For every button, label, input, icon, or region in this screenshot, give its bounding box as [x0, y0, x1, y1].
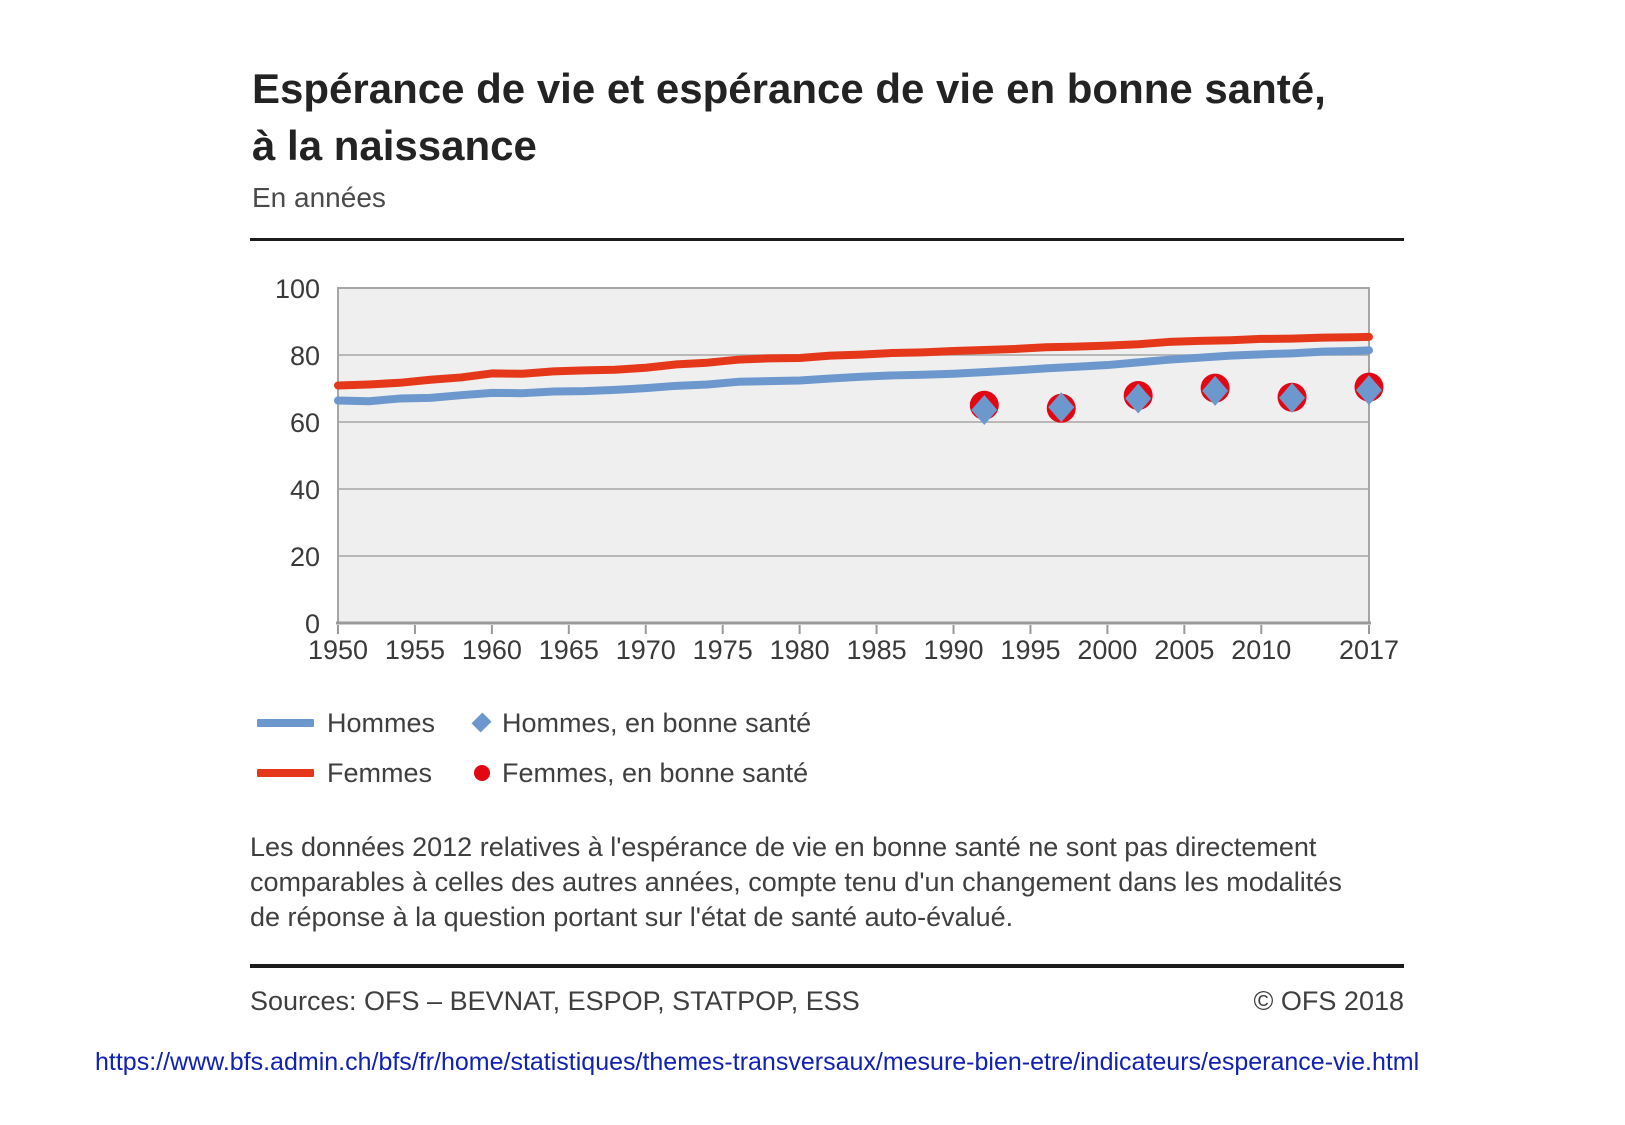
y-axis-label-20: 20 [290, 542, 320, 572]
marker-hommes-sante-2012 [1279, 382, 1306, 413]
footnote-line2: comparables à celles des autres années, … [250, 867, 1342, 897]
chart-title-line1: Espérance de vie et espérance de vie en … [252, 65, 1326, 112]
femmes-circle-icon [470, 761, 494, 785]
y-axis-label-0: 0 [305, 609, 320, 639]
y-axis-label-60: 60 [290, 408, 320, 438]
x-axis-label-1955: 1955 [385, 635, 445, 665]
legend-item-hommes-sante: Hommes, en bonne santé [470, 703, 811, 743]
femmes-line-swatch [257, 769, 314, 777]
copyright-text: © OFS 2018 [1253, 986, 1404, 1016]
x-axis-label-1985: 1985 [847, 635, 907, 665]
hommes-diamond-icon [470, 711, 494, 735]
chart-subtitle: En années [252, 182, 386, 213]
x-axis-label-1990: 1990 [923, 635, 983, 665]
x-axis-label-1980: 1980 [770, 635, 830, 665]
y-axis-label-80: 80 [290, 341, 320, 371]
legend-item-hommes: Hommes [257, 703, 435, 743]
marker-hommes-sante-1997 [1048, 392, 1075, 423]
legend-label-femmes-sante: Femmes, en bonne santé [502, 757, 809, 788]
y-axis-label-40: 40 [290, 475, 320, 505]
source-url-link[interactable]: https://www.bfs.admin.ch/bfs/fr/home/sta… [95, 1048, 1420, 1076]
legend-item-femmes-sante: Femmes, en bonne santé [470, 753, 808, 793]
top-rule [250, 238, 1404, 241]
legend-item-femmes: Femmes [257, 753, 432, 793]
chart-title-line2: à la naissance [252, 122, 537, 169]
sources-text: Sources: OFS – BEVNAT, ESPOP, STATPOP, E… [250, 986, 860, 1016]
legend-label-femmes: Femmes [327, 757, 433, 788]
line-chart: 0 20 40 60 80 100 1950 1955 1960 1965 1970 1975 1980… [275, 274, 1399, 665]
x-axis-label-1975: 1975 [693, 635, 753, 665]
marker-hommes-sante-2002 [1125, 383, 1152, 414]
hommes-line-swatch [257, 719, 314, 727]
x-axis-label-2005: 2005 [1154, 635, 1214, 665]
marker-hommes-sante-1992 [971, 394, 998, 425]
series-line-femmes [334, 332, 1373, 390]
x-axis-label-1950: 1950 [308, 635, 368, 665]
footnote-line3: de réponse à la question portant sur l'é… [250, 902, 1014, 932]
chart-title: Espérance de vie et espérance de vie en … [252, 60, 1392, 174]
legend-label-hommes-sante: Hommes, en bonne santé [502, 707, 812, 738]
footnote: Les données 2012 relatives à l'espérance… [250, 830, 1360, 935]
marker-hommes-sante-2007 [1202, 375, 1229, 406]
y-axis-label-100: 100 [275, 274, 320, 304]
marker-hommes-sante-2017 [1356, 375, 1382, 406]
x-axis-label-1965: 1965 [539, 635, 599, 665]
bottom-rule [250, 964, 1404, 968]
footnote-line1: Les données 2012 relatives à l'espérance… [250, 832, 1317, 862]
x-axis-label-1970: 1970 [616, 635, 676, 665]
x-axis-label-1960: 1960 [462, 635, 522, 665]
series-line-hommes [334, 346, 1373, 406]
x-axis-label-1995: 1995 [1000, 635, 1060, 665]
legend-label-hommes: Hommes [327, 707, 436, 738]
x-axis-label-2010: 2010 [1231, 635, 1291, 665]
footer-row: Sources: OFS – BEVNAT, ESPOP, STATPOP, E… [250, 986, 1404, 1017]
x-axis-label-2017: 2017 [1339, 635, 1399, 665]
x-axis-label-2000: 2000 [1077, 635, 1137, 665]
